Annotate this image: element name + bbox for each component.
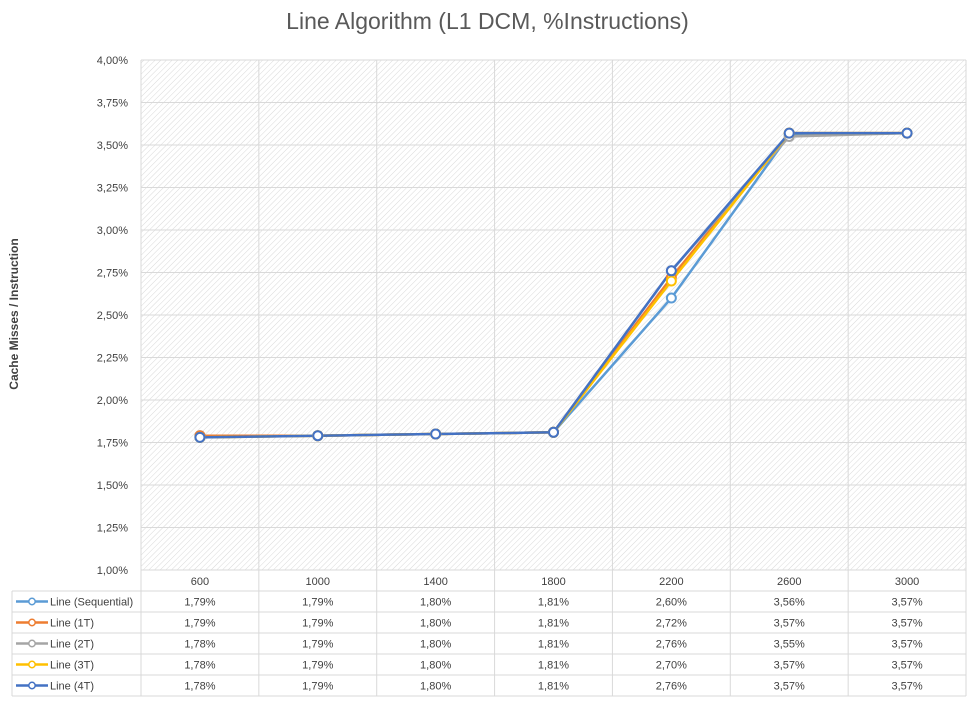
legend-series-name: Line (3T) xyxy=(50,660,94,672)
data-table-value: 1,79% xyxy=(184,597,215,609)
legend-key-marker xyxy=(28,618,36,627)
x-tick-label: 1800 xyxy=(541,576,565,588)
data-table-value: 1,78% xyxy=(184,639,215,651)
data-point xyxy=(548,426,559,438)
x-tick-label: 2600 xyxy=(777,576,801,588)
y-tick-label: 2,25% xyxy=(97,353,128,365)
legend-key-marker xyxy=(28,597,36,606)
data-table-value: 3,57% xyxy=(891,660,922,672)
y-tick-label: 1,00% xyxy=(97,565,128,577)
data-point xyxy=(665,275,677,287)
legend-key-marker xyxy=(28,681,36,690)
data-point xyxy=(430,428,442,440)
data-table-value: 1,81% xyxy=(538,639,569,651)
data-table-value: 2,60% xyxy=(656,597,687,609)
data-table-value: 3,56% xyxy=(774,597,805,609)
x-tick-label: 600 xyxy=(191,576,209,588)
data-table-value: 2,70% xyxy=(656,660,687,672)
y-tick-label: 1,25% xyxy=(97,523,128,535)
legend-series-name: Line (4T) xyxy=(50,681,94,693)
legend-key-marker xyxy=(28,660,36,669)
data-table-value: 1,79% xyxy=(302,660,333,672)
data-table-value: 1,79% xyxy=(302,639,333,651)
y-tick-label: 1,75% xyxy=(97,438,128,450)
data-table-value: 1,79% xyxy=(302,597,333,609)
data-table-value: 1,78% xyxy=(184,660,215,672)
y-tick-label: 3,50% xyxy=(97,140,128,152)
y-tick-label: 3,25% xyxy=(97,183,128,195)
data-table-value: 2,76% xyxy=(656,681,687,693)
y-tick-label: 3,00% xyxy=(97,225,128,237)
data-table-value: 1,80% xyxy=(420,639,451,651)
legend-series-name: Line (2T) xyxy=(50,639,94,651)
data-table-value: 3,57% xyxy=(891,639,922,651)
data-point xyxy=(665,265,677,277)
chart-title: Line Algorithm (L1 DCM, %Instructions) xyxy=(286,8,689,34)
data-table-value: 3,55% xyxy=(774,639,805,651)
data-table-value: 2,72% xyxy=(656,618,687,630)
data-table-value: 1,81% xyxy=(538,660,569,672)
legend-series-name: Line (1T) xyxy=(50,618,94,630)
data-point xyxy=(783,127,795,139)
data-table-value: 1,80% xyxy=(420,618,451,630)
data-table-value: 1,80% xyxy=(420,660,451,672)
x-tick-label: 2200 xyxy=(659,576,683,588)
data-table-value: 3,57% xyxy=(891,597,922,609)
y-tick-label: 2,50% xyxy=(97,310,128,322)
y-tick-label: 3,75% xyxy=(97,98,128,110)
y-tick-label: 2,00% xyxy=(97,395,128,407)
data-table-value: 1,80% xyxy=(420,597,451,609)
data-table-value: 1,80% xyxy=(420,681,451,693)
data-table-value: 1,78% xyxy=(184,681,215,693)
data-table-value: 3,57% xyxy=(774,618,805,630)
legend-key-marker xyxy=(28,639,36,648)
x-tick-label: 3000 xyxy=(895,576,919,588)
x-tick-label: 1400 xyxy=(423,576,447,588)
data-table-value: 2,76% xyxy=(656,639,687,651)
legend-series-name: Line (Sequential) xyxy=(50,597,133,609)
data-table-value: 1,81% xyxy=(538,597,569,609)
data-table-value: 3,57% xyxy=(774,660,805,672)
y-tick-label: 4,00% xyxy=(97,55,128,67)
data-table-value: 1,79% xyxy=(302,681,333,693)
data-point xyxy=(312,430,324,442)
data-table-value: 1,79% xyxy=(302,618,333,630)
data-table-value: 3,57% xyxy=(774,681,805,693)
y-tick-label: 2,75% xyxy=(97,268,128,280)
data-table-value: 1,81% xyxy=(538,681,569,693)
data-point xyxy=(665,292,677,304)
data-table-value: 3,57% xyxy=(891,618,922,630)
x-tick-label: 1000 xyxy=(306,576,330,588)
y-tick-label: 1,50% xyxy=(97,480,128,492)
data-table-value: 1,79% xyxy=(184,618,215,630)
data-table-value: 3,57% xyxy=(891,681,922,693)
data-point xyxy=(901,127,913,139)
data-table-value: 1,81% xyxy=(538,618,569,630)
data-point xyxy=(194,431,206,443)
